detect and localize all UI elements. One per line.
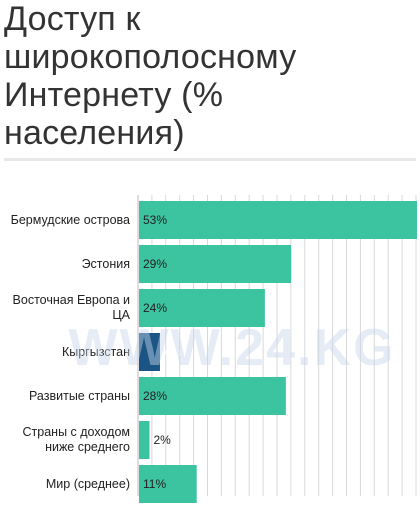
bar-value-label-2: 24% bbox=[143, 301, 167, 315]
title-divider bbox=[4, 158, 416, 161]
category-label-5: Страны с доходом ниже среднего bbox=[22, 425, 130, 454]
category-label-6: Мир (среднее) bbox=[45, 476, 130, 491]
bar-2 bbox=[139, 289, 265, 327]
category-label-0: Бермудские острова bbox=[10, 212, 130, 227]
bar-value-label-5: 2% bbox=[153, 433, 171, 447]
bar-value-label-0: 53% bbox=[143, 213, 167, 227]
bar-0 bbox=[139, 201, 417, 239]
bar-value-label-6: 11% bbox=[143, 477, 166, 491]
bar-5 bbox=[139, 421, 150, 459]
category-label-1: Эстония bbox=[81, 256, 130, 271]
bar-6 bbox=[139, 465, 197, 503]
bar-3 bbox=[139, 333, 160, 371]
bar-value-label-1: 29% bbox=[143, 257, 167, 271]
bar-1 bbox=[139, 245, 292, 283]
bar-4 bbox=[139, 377, 286, 415]
chart-title: Доступ к широкополосному Интернету (% на… bbox=[4, 0, 297, 152]
bar-chart: 53% 29% 24% 4% 28% 2% 11% bbox=[137, 195, 417, 503]
bar-value-label-4: 28% bbox=[143, 389, 167, 403]
category-label-4: Развитые страны bbox=[29, 388, 130, 403]
category-label-3: Кыргызстан bbox=[61, 344, 130, 359]
category-label-2: Восточная Европа и ЦА bbox=[12, 293, 130, 322]
bar-value-label-3: 4% bbox=[164, 345, 182, 359]
